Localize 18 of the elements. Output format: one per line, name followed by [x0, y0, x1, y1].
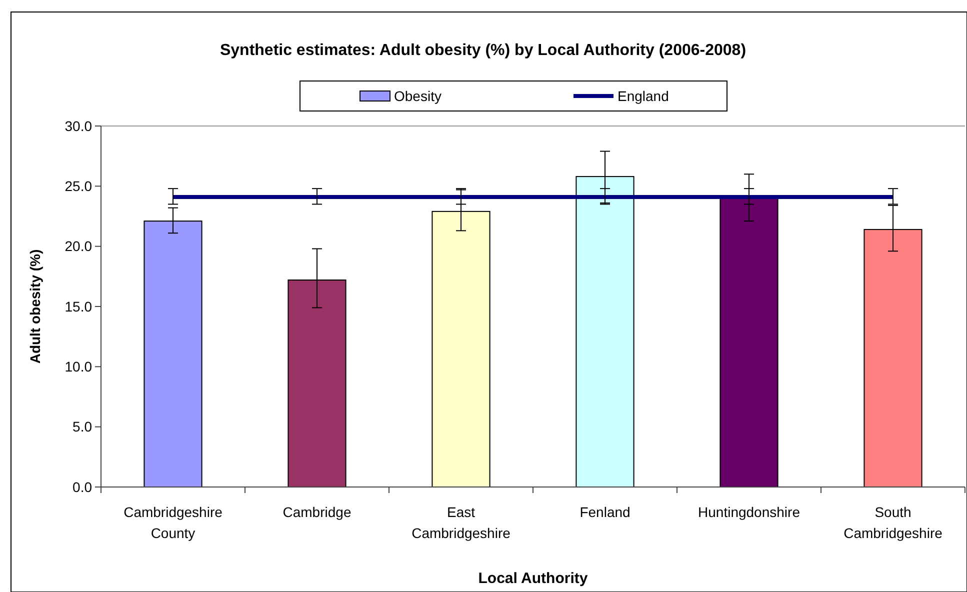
y-axis-title: Adult obesity (%) — [27, 249, 43, 364]
x-tick-label: Fenland — [580, 504, 630, 520]
x-tick-label: Huntingdonshire — [698, 504, 800, 520]
x-tick-label: Cambridge — [282, 504, 352, 520]
legend-label: Obesity — [394, 88, 442, 104]
y-tick-label: 10.0 — [64, 358, 92, 375]
y-tick-label: 30.0 — [64, 118, 92, 134]
y-tick-label: 0.0 — [72, 478, 92, 495]
y-tick-label: 25.0 — [64, 178, 92, 194]
y-tick-label: 20.0 — [64, 238, 92, 254]
x-tick-label: East Cambridgeshire — [412, 504, 511, 541]
x-axis-title: Local Authority — [478, 570, 588, 587]
y-tick-label: 15.0 — [64, 298, 92, 314]
y-tick-label: 5.0 — [72, 418, 92, 435]
chart-title: Synthetic estimates: Adult obesity (%) by Local Authority (2006-2008) — [220, 42, 746, 59]
x-tick-label: South Cambridgeshire — [844, 504, 943, 541]
legend-label: England — [618, 88, 669, 104]
x-tick-label: Cambridgeshire County — [124, 504, 223, 541]
